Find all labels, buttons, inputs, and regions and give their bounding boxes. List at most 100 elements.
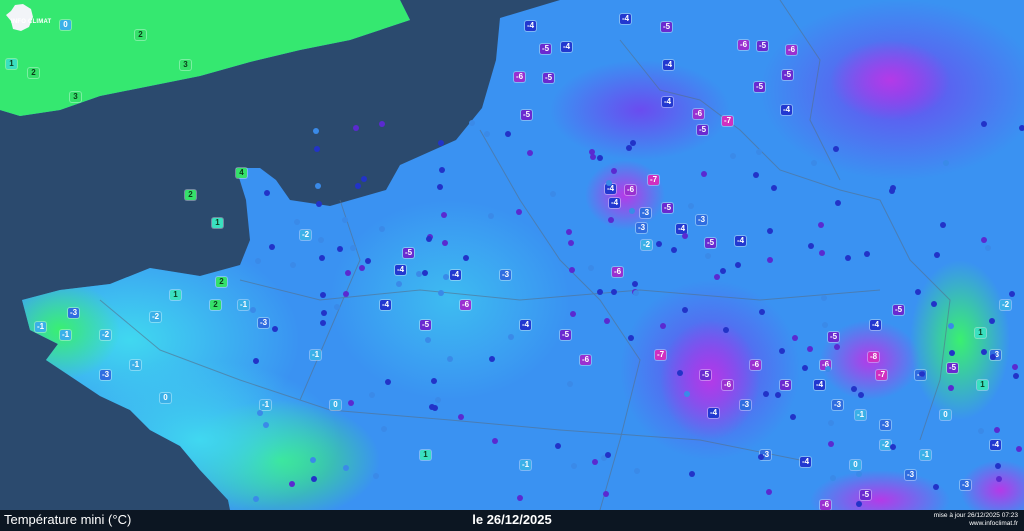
station-marker[interactable]: -4 <box>450 270 461 280</box>
station-marker[interactable]: 4 <box>236 168 247 178</box>
station-dot[interactable] <box>863 251 870 257</box>
station-marker[interactable]: -3 <box>832 400 843 410</box>
station-dot[interactable] <box>252 495 259 502</box>
station-dot[interactable] <box>318 255 325 262</box>
station-dot[interactable] <box>446 356 453 363</box>
station-dot[interactable] <box>818 249 825 256</box>
station-dot[interactable] <box>263 190 270 197</box>
station-dot[interactable] <box>252 357 259 364</box>
station-dot[interactable] <box>250 307 257 314</box>
station-marker[interactable]: -1 <box>310 350 321 360</box>
station-dot[interactable] <box>342 290 349 297</box>
station-dot[interactable] <box>766 488 773 495</box>
station-dot[interactable] <box>822 322 829 329</box>
station-dot[interactable] <box>347 399 354 406</box>
station-marker[interactable]: 3 <box>70 92 81 102</box>
station-dot[interactable] <box>730 153 737 160</box>
station-dot[interactable] <box>767 257 774 264</box>
station-dot[interactable] <box>677 370 684 377</box>
station-dot[interactable] <box>802 365 809 372</box>
station-dot[interactable] <box>426 235 433 242</box>
station-marker[interactable]: -6 <box>693 109 704 119</box>
station-dot[interactable] <box>488 356 495 363</box>
station-marker[interactable]: -4 <box>525 21 536 31</box>
station-dot[interactable] <box>364 258 371 265</box>
station-dot[interactable] <box>341 217 348 224</box>
station-dot[interactable] <box>719 267 726 274</box>
station-marker[interactable]: -2 <box>1000 300 1011 310</box>
station-dot[interactable] <box>858 391 865 398</box>
station-marker[interactable]: -3 <box>500 270 511 280</box>
station-dot[interactable] <box>380 425 387 432</box>
station-dot[interactable] <box>526 149 533 156</box>
station-marker[interactable]: -7 <box>722 116 733 126</box>
station-dot[interactable] <box>458 414 465 421</box>
station-marker[interactable]: -5 <box>540 44 551 54</box>
station-marker[interactable]: -6 <box>580 355 591 365</box>
station-marker[interactable]: -3 <box>68 308 79 318</box>
station-marker[interactable]: -6 <box>750 360 761 370</box>
station-dot[interactable] <box>628 208 635 215</box>
station-dot[interactable] <box>320 291 327 298</box>
station-dot[interactable] <box>591 458 598 465</box>
station-marker[interactable]: -1 <box>35 322 46 332</box>
station-dot[interactable] <box>310 457 317 464</box>
station-dot[interactable] <box>378 121 385 128</box>
station-dot[interactable] <box>915 289 922 296</box>
station-dot[interactable] <box>1012 363 1019 370</box>
station-marker[interactable]: -1 <box>60 330 71 340</box>
station-dot[interactable] <box>352 124 359 131</box>
station-dot[interactable] <box>889 188 896 195</box>
station-dot[interactable] <box>856 471 863 478</box>
station-dot[interactable] <box>566 229 573 236</box>
station-dot[interactable] <box>1015 445 1022 452</box>
station-dot[interactable] <box>462 255 469 262</box>
station-dot[interactable] <box>358 265 365 272</box>
source-link[interactable]: www.infoclimat.fr <box>969 520 1018 527</box>
station-marker[interactable]: 0 <box>940 410 951 420</box>
station-marker[interactable]: -1 <box>238 300 249 310</box>
station-marker[interactable]: -3 <box>696 215 707 225</box>
station-marker[interactable]: -3 <box>760 450 771 460</box>
station-dot[interactable] <box>684 391 691 398</box>
station-dot[interactable] <box>940 221 947 228</box>
station-marker[interactable]: -6 <box>460 300 471 310</box>
station-marker[interactable]: -5 <box>662 203 673 213</box>
station-dot[interactable] <box>791 334 798 341</box>
station-marker[interactable]: -3 <box>960 480 971 490</box>
station-dot[interactable] <box>789 414 796 421</box>
station-dot[interactable] <box>484 131 491 138</box>
station-dot[interactable] <box>434 397 441 404</box>
station-dot[interactable] <box>350 244 357 251</box>
station-dot[interactable] <box>378 225 385 232</box>
station-dot[interactable] <box>262 421 269 428</box>
station-dot[interactable] <box>589 148 595 155</box>
station-marker[interactable]: -3 <box>258 318 269 328</box>
station-dot[interactable] <box>774 391 781 398</box>
station-dot[interactable] <box>395 280 402 287</box>
temperature-map[interactable] <box>0 0 1024 510</box>
station-dot[interactable] <box>555 442 562 449</box>
station-dot[interactable] <box>981 120 988 127</box>
station-dot[interactable] <box>722 327 729 334</box>
station-marker[interactable]: -5 <box>947 363 958 373</box>
station-dot[interactable] <box>995 475 1002 482</box>
station-marker[interactable]: -5 <box>403 248 414 258</box>
station-marker[interactable]: -3 <box>905 470 916 480</box>
station-marker[interactable]: -1 <box>260 400 271 410</box>
station-dot[interactable] <box>588 264 595 271</box>
station-dot[interactable] <box>487 213 494 220</box>
station-marker[interactable]: -3 <box>636 223 647 233</box>
station-dot[interactable] <box>634 468 641 475</box>
station-dot[interactable] <box>312 128 319 135</box>
station-marker[interactable]: -7 <box>876 370 887 380</box>
station-dot[interactable] <box>317 237 324 244</box>
station-marker[interactable]: -6 <box>738 40 749 50</box>
station-dot[interactable] <box>611 289 618 296</box>
station-dot[interactable] <box>988 317 995 324</box>
station-marker[interactable]: -4 <box>561 42 572 52</box>
station-marker[interactable]: 2 <box>28 68 39 78</box>
station-marker[interactable]: 2 <box>216 277 227 287</box>
station-dot[interactable] <box>758 453 765 460</box>
station-marker[interactable]: -2 <box>880 440 891 450</box>
